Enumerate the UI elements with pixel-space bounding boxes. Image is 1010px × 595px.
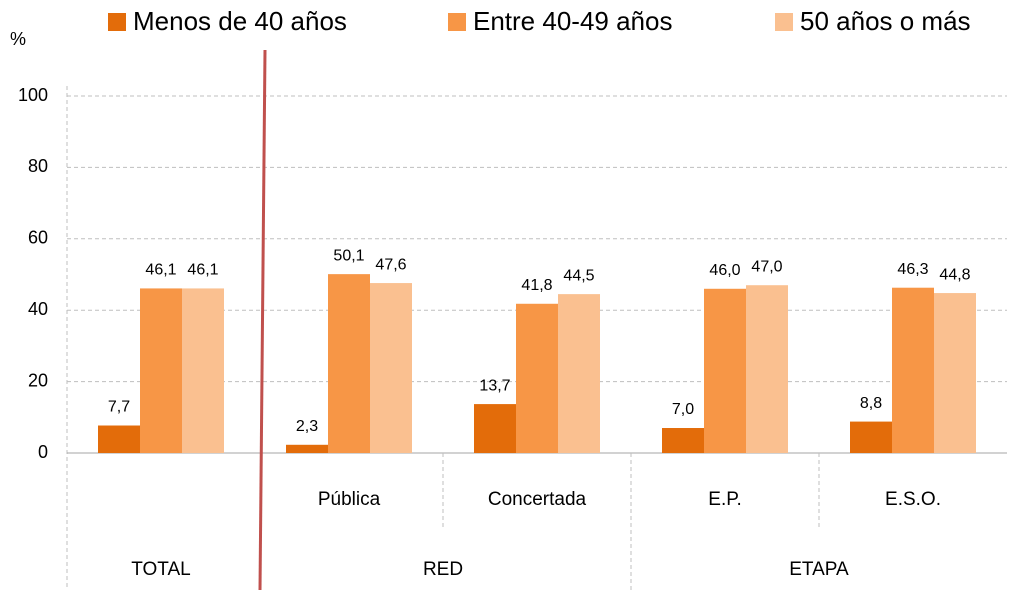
group-label: ETAPA	[789, 559, 849, 580]
legend-swatch	[775, 13, 793, 31]
bar	[704, 288, 746, 453]
y-tick-label: 40	[28, 299, 48, 319]
data-label: 46,0	[709, 262, 740, 279]
data-label: 7,0	[672, 401, 694, 418]
data-label: 46,1	[145, 262, 176, 279]
group-label: TOTAL	[131, 559, 190, 580]
bar	[328, 274, 370, 453]
bar	[140, 288, 182, 453]
data-label: 7,7	[108, 399, 130, 416]
y-tick-label: 60	[28, 228, 48, 248]
bar	[934, 293, 976, 453]
bar	[474, 404, 516, 453]
x-tick-label: Concertada	[488, 489, 587, 510]
data-label: 41,8	[521, 277, 552, 294]
y-tick-label: 80	[28, 156, 48, 176]
data-label: 44,8	[939, 266, 970, 283]
bar	[370, 283, 412, 453]
bar	[892, 287, 934, 453]
bar	[746, 285, 788, 453]
y-tick-label: 20	[28, 370, 48, 390]
data-label: 46,1	[187, 262, 218, 279]
data-label: 50,1	[333, 247, 364, 264]
data-label: 44,5	[563, 267, 594, 284]
bar	[662, 428, 704, 453]
data-label: 8,8	[860, 395, 882, 412]
group-label: RED	[423, 559, 463, 580]
bar	[286, 444, 328, 453]
data-label: 13,7	[479, 377, 510, 394]
bar	[98, 425, 140, 453]
data-label: 46,3	[897, 261, 928, 278]
bar	[558, 294, 600, 453]
x-tick-label: E.P.	[708, 489, 741, 510]
x-tick-label: Pública	[318, 489, 381, 510]
y-tick-label: 100	[18, 85, 48, 105]
legend-swatch	[108, 13, 126, 31]
legend-swatch	[448, 13, 466, 31]
data-label: 47,0	[751, 258, 782, 275]
data-label: 47,6	[375, 256, 406, 273]
legend-label: Menos de 40 años	[133, 6, 347, 36]
separator-line	[258, 49, 267, 591]
x-tick-label: E.S.O.	[885, 489, 941, 510]
bar	[516, 303, 558, 453]
bar	[182, 288, 224, 453]
y-axis-label: %	[10, 29, 26, 49]
bar	[850, 421, 892, 453]
legend-label: Entre 40-49 años	[473, 6, 672, 36]
y-tick-label: 0	[38, 442, 48, 462]
data-label: 2,3	[296, 418, 318, 435]
legend-label: 50 años o más	[800, 6, 971, 36]
